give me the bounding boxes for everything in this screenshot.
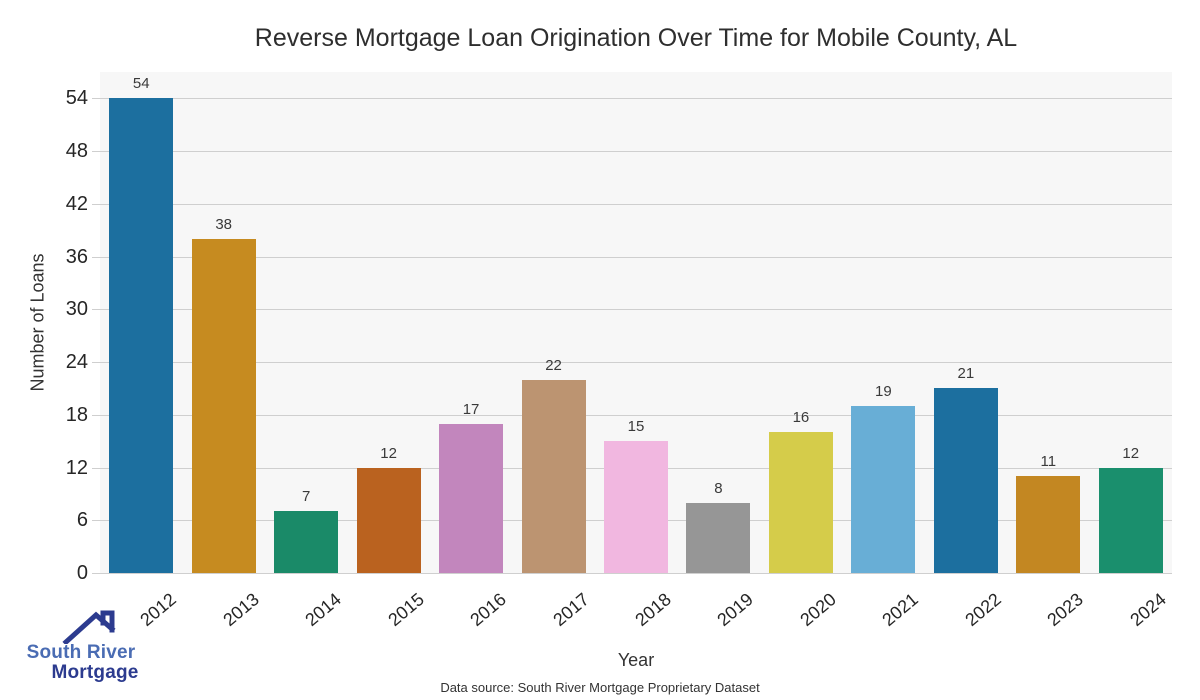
- bar-2015: [356, 467, 421, 573]
- bar-value-label: 15: [627, 418, 645, 436]
- south-river-mortgage-logo: South River Mortgage: [16, 610, 146, 690]
- y-tick-label: 0: [76, 562, 88, 584]
- chart-title: Reverse Mortgage Loan Origination Over T…: [254, 24, 1018, 52]
- bar-value-label: 12: [380, 444, 397, 462]
- gridline: [100, 414, 1172, 416]
- bar-2020: [768, 432, 833, 573]
- bar-2016: [439, 423, 504, 573]
- x-tick-label: 2016: [466, 589, 510, 631]
- y-tick-mark: [92, 309, 100, 311]
- logo-text-line2: Mortgage: [51, 662, 139, 683]
- bar-value-label: 11: [1040, 453, 1057, 471]
- bar-value-label: 21: [957, 365, 975, 383]
- x-tick-label: 2018: [631, 589, 675, 631]
- bar-value-label: 16: [792, 409, 810, 427]
- y-tick-label: 42: [65, 192, 88, 215]
- x-tick-label: 2020: [796, 589, 840, 631]
- y-tick-mark: [92, 151, 100, 153]
- bar-2018: [604, 441, 668, 573]
- y-tick-mark: [92, 520, 100, 522]
- gridline: [100, 203, 1172, 205]
- y-tick-label: 36: [65, 245, 88, 268]
- y-tick-label: 54: [65, 87, 88, 110]
- gridline: [100, 362, 1172, 364]
- house-roof-icon: [62, 610, 116, 644]
- y-tick-mark: [92, 98, 100, 100]
- bar-2023: [1016, 476, 1081, 573]
- bar-value-label: 38: [215, 216, 233, 233]
- x-tick-label: 2017: [548, 589, 593, 631]
- bar-value-label: 7: [301, 488, 311, 506]
- bar-2024: [1098, 467, 1163, 573]
- y-tick-label: 24: [65, 351, 88, 374]
- bar-value-label: 19: [875, 383, 892, 400]
- bar-value-label: 17: [462, 400, 480, 418]
- bar-2017: [521, 379, 586, 573]
- y-tick-label: 18: [65, 403, 88, 426]
- x-tick-label: 2022: [961, 589, 1005, 631]
- bar-value-label: 54: [132, 75, 150, 93]
- bar-2013: [191, 239, 256, 573]
- gridline: [100, 309, 1172, 311]
- y-tick-mark: [92, 362, 100, 364]
- bar-value-label: 12: [1122, 444, 1140, 462]
- gridline: [100, 151, 1172, 153]
- x-tick-label: 2019: [713, 589, 758, 631]
- bar-2014: [274, 511, 339, 573]
- y-tick-label: 12: [65, 456, 88, 479]
- bar-2012: [109, 98, 174, 573]
- gridline: [100, 573, 1172, 574]
- y-tick-label: 30: [65, 298, 88, 321]
- bar-value-label: 22: [545, 356, 562, 374]
- gridline: [100, 98, 1172, 100]
- y-tick-mark: [92, 414, 100, 416]
- x-tick-label: 2013: [219, 589, 263, 631]
- x-axis-label: Year: [617, 650, 655, 670]
- x-tick-label: 2024: [1126, 589, 1170, 631]
- x-tick-label: 2015: [383, 589, 428, 631]
- y-tick-mark: [92, 203, 100, 205]
- bar-value-label: 8: [714, 479, 723, 497]
- plot-area: 54 38 7 12 17 22 15 8 16 19 21 11 12: [92, 72, 1172, 574]
- bar-2022: [933, 388, 998, 573]
- y-tick-mark: [92, 573, 100, 574]
- y-tick-mark: [92, 467, 100, 469]
- data-source-note: Data source: South River Mortgage Propri…: [440, 680, 760, 695]
- y-tick-label: 48: [65, 140, 88, 163]
- gridline: [100, 256, 1172, 258]
- x-tick-label: 2021: [878, 589, 923, 631]
- x-tick-label: 2023: [1043, 589, 1088, 631]
- logo-text-line1: South River: [26, 642, 136, 663]
- y-tick-label: 6: [76, 509, 88, 532]
- bar-2021: [851, 406, 916, 573]
- bar-2019: [686, 502, 751, 573]
- x-tick-label: 2014: [301, 589, 345, 631]
- y-tick-mark: [92, 256, 100, 258]
